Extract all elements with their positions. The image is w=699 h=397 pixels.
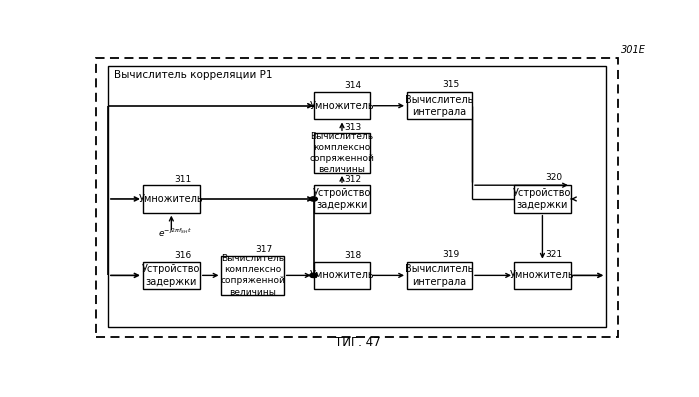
Text: Умножитель: Умножитель xyxy=(310,270,374,280)
Bar xyxy=(222,256,284,295)
Bar xyxy=(143,262,200,289)
Circle shape xyxy=(310,273,317,278)
Text: ΤИГ. 47: ΤИГ. 47 xyxy=(336,336,381,349)
Text: Устройство
задержки: Устройство задержки xyxy=(513,188,572,210)
Text: 314: 314 xyxy=(345,81,362,91)
Bar xyxy=(108,66,606,328)
Bar xyxy=(314,262,370,289)
Text: 312: 312 xyxy=(345,175,362,184)
Text: Вычислитель корреляции P1: Вычислитель корреляции P1 xyxy=(115,69,273,80)
Text: Вычислитель
комплексно
сопряженной
величины: Вычислитель комплексно сопряженной велич… xyxy=(220,254,285,297)
Bar xyxy=(407,92,472,119)
Text: 318: 318 xyxy=(345,251,362,260)
Text: $e^{-j2\pi f_{SH}t}$: $e^{-j2\pi f_{SH}t}$ xyxy=(158,226,192,239)
Text: Умножитель: Умножитель xyxy=(139,194,203,204)
Bar xyxy=(514,262,571,289)
Text: 317: 317 xyxy=(255,245,273,254)
Text: Вычислитель
интеграла: Вычислитель интеграла xyxy=(405,264,474,287)
Bar xyxy=(314,133,370,173)
Text: Устройство
задержки: Устройство задержки xyxy=(312,188,371,210)
Text: Вычислитель
комплексно
сопряженной
величины: Вычислитель комплексно сопряженной велич… xyxy=(310,132,375,174)
Text: 319: 319 xyxy=(442,250,459,258)
Text: 315: 315 xyxy=(442,80,459,89)
Text: Умножитель: Умножитель xyxy=(510,270,575,280)
Text: Умножитель: Умножитель xyxy=(310,101,374,111)
Bar xyxy=(143,185,200,213)
Bar xyxy=(407,262,472,289)
Text: 301E: 301E xyxy=(621,45,646,55)
Bar xyxy=(314,185,370,213)
Text: 316: 316 xyxy=(174,251,192,260)
Text: Устройство
задержки: Устройство задержки xyxy=(142,264,201,287)
Text: 320: 320 xyxy=(545,173,562,182)
Bar xyxy=(314,92,370,119)
Text: 311: 311 xyxy=(174,175,192,184)
Text: 321: 321 xyxy=(545,250,562,258)
Text: 313: 313 xyxy=(345,123,362,132)
Text: Вычислитель
интеграла: Вычислитель интеграла xyxy=(405,94,474,117)
Bar xyxy=(514,185,571,213)
Circle shape xyxy=(310,197,317,201)
